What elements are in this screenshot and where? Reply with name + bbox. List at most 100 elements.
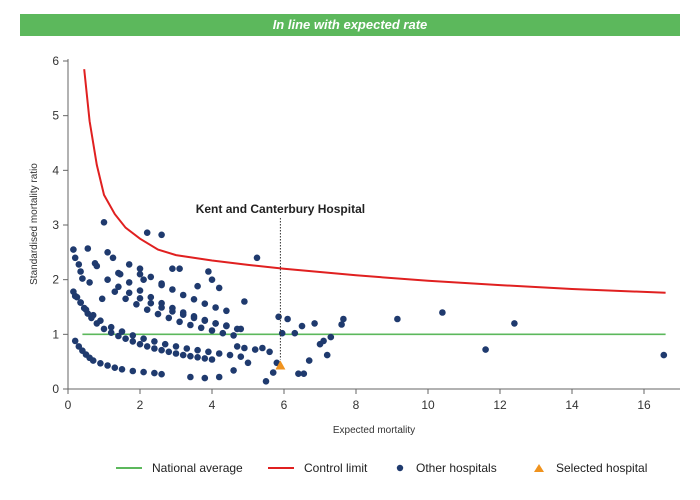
- other-hospital-point: [394, 315, 401, 323]
- other-hospital-point: [205, 268, 212, 275]
- other-hospital-point: [201, 317, 209, 325]
- other-hospital-point: [98, 295, 106, 303]
- other-hospital-point: [215, 350, 223, 357]
- other-hospital-point: [266, 348, 273, 356]
- other-hospital-point: [93, 262, 101, 270]
- other-hospital-point: [129, 367, 137, 375]
- scatter-points: [70, 219, 668, 385]
- other-hospital-point: [179, 291, 187, 299]
- other-hospital-point: [133, 301, 140, 308]
- other-hospital-point: [136, 287, 144, 294]
- other-hospital-point: [233, 343, 241, 350]
- legend-national-average: National average: [116, 458, 243, 478]
- other-hospital-point: [140, 335, 147, 343]
- other-hospital-point: [169, 308, 176, 315]
- series-lines: [82, 69, 666, 336]
- other-hospital-point: [190, 296, 198, 303]
- other-hospital-point: [439, 309, 446, 316]
- other-hospital-point: [219, 329, 227, 337]
- other-hospital-point: [187, 321, 194, 329]
- y-tick-label: 4: [52, 163, 59, 177]
- other-hospital-point: [275, 313, 282, 321]
- annotation-label: Kent and Canterbury Hospital: [196, 202, 365, 216]
- other-hospital-point: [107, 323, 115, 331]
- other-hospital-point: [183, 345, 191, 352]
- x-tick-label: 2: [137, 398, 144, 412]
- other-hospital-point: [230, 367, 237, 374]
- other-hospital-point: [129, 338, 137, 345]
- other-hospital-point: [75, 261, 83, 268]
- other-hospital-point: [143, 306, 151, 314]
- other-hospital-point: [82, 306, 90, 314]
- y-tick-label: 2: [52, 273, 59, 287]
- legend: National average Control limit Other hos…: [0, 458, 700, 478]
- other-hospital-point: [89, 357, 97, 364]
- other-hospital-point: [111, 288, 119, 296]
- other-hospital-point: [125, 261, 133, 268]
- other-hospital-point: [205, 348, 212, 356]
- other-hospital-point: [147, 299, 155, 307]
- other-hospital-point: [187, 352, 194, 360]
- other-hospital-point: [97, 360, 104, 367]
- other-hospitals-swatch: [396, 464, 404, 472]
- x-tick-label: 6: [281, 398, 288, 412]
- other-hospital-point: [70, 246, 77, 253]
- other-hospital-point: [298, 322, 306, 330]
- other-hospital-point: [140, 276, 147, 284]
- other-hospital-point: [320, 337, 327, 345]
- other-hospital-point: [241, 344, 248, 352]
- other-hospital-point: [151, 369, 158, 377]
- other-hospital-point: [109, 254, 117, 262]
- other-hospital-point: [259, 344, 266, 352]
- other-hospital-point: [158, 346, 165, 354]
- other-hospital-point: [116, 270, 124, 278]
- other-hospital-point: [208, 356, 216, 363]
- other-hospital-point: [158, 304, 165, 311]
- other-hospital-point: [338, 321, 345, 328]
- other-hospital-point: [97, 317, 104, 325]
- other-hospital-point: [223, 322, 230, 329]
- x-tick-label: 0: [65, 398, 72, 412]
- other-hospital-point: [165, 348, 173, 356]
- x-tick-label: 4: [209, 398, 216, 412]
- y-axis-title: Standardised mortality ratio: [29, 163, 40, 285]
- selected-hospital-swatch: [534, 464, 544, 472]
- other-hospital-point: [125, 279, 133, 286]
- other-hospital-point: [118, 366, 126, 373]
- other-hospital-point: [179, 311, 187, 319]
- other-hospital-point: [71, 337, 79, 345]
- other-hospital-point: [115, 283, 122, 291]
- other-hospital-point: [311, 320, 318, 327]
- other-hospital-point: [215, 373, 223, 381]
- legend-other-hospitals: Other hospitals: [394, 458, 497, 478]
- other-hospital-point: [230, 332, 237, 339]
- other-hospital-point: [104, 276, 111, 284]
- legend-label-other-hospitals: Other hospitals: [416, 461, 497, 475]
- other-hospital-point: [511, 320, 518, 327]
- other-hospital-point: [237, 325, 245, 333]
- other-hospital-point: [129, 332, 137, 339]
- x-tick-label: 12: [493, 398, 507, 412]
- other-hospital-point: [158, 370, 165, 378]
- legend-label-control-limit: Control limit: [304, 461, 368, 475]
- other-hospital-point: [212, 320, 219, 327]
- other-hospital-point: [323, 351, 331, 359]
- y-tick-label: 0: [52, 382, 59, 396]
- other-hospital-point: [327, 333, 335, 341]
- other-hospital-point: [278, 329, 286, 337]
- other-hospital-point: [187, 373, 194, 381]
- other-hospital-point: [143, 229, 151, 236]
- other-hospital-point: [122, 295, 129, 303]
- selected-hospital-marker: [275, 360, 286, 370]
- other-hospital-point: [115, 332, 122, 340]
- other-hospital-point: [136, 270, 144, 278]
- other-hospital-point: [179, 351, 187, 359]
- other-hospital-point: [208, 276, 216, 284]
- other-hospital-point: [104, 249, 111, 256]
- other-hospital-point: [111, 364, 119, 372]
- other-hospital-point: [158, 281, 165, 289]
- other-hospital-point: [226, 351, 234, 359]
- other-hospital-point: [215, 284, 223, 292]
